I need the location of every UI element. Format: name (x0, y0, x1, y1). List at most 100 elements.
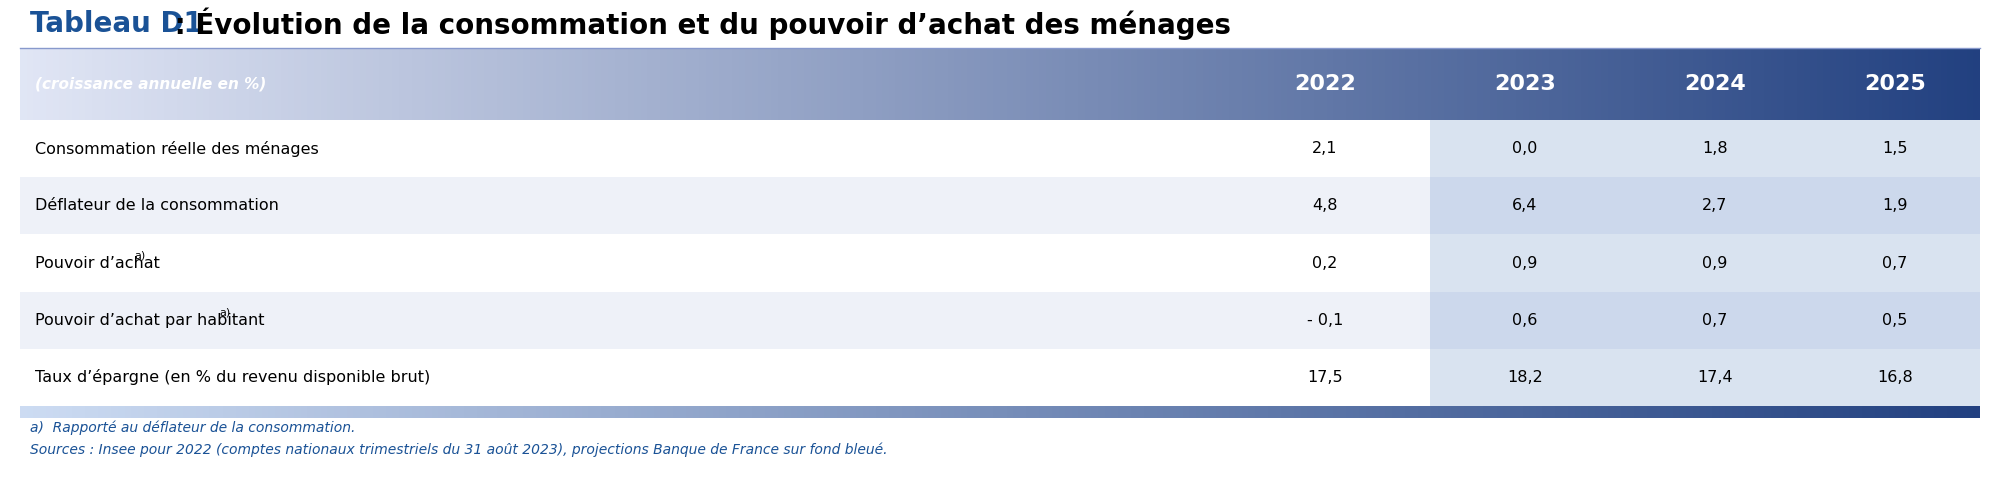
Bar (856, 48, 862, 120)
Bar (1046, 406, 1052, 418)
Text: 0,9: 0,9 (1512, 255, 1538, 270)
Bar (1868, 406, 1876, 418)
Bar (196, 406, 202, 418)
Bar (1450, 406, 1458, 418)
Bar (202, 48, 210, 120)
Bar (1862, 48, 1868, 120)
Bar (1372, 406, 1378, 418)
Bar (974, 406, 980, 418)
Text: 0,5: 0,5 (1882, 312, 1908, 328)
Bar (810, 406, 818, 418)
Bar (1922, 48, 1928, 120)
Bar (1574, 406, 1582, 418)
Bar (490, 48, 496, 120)
Bar (346, 406, 354, 418)
Bar (432, 406, 438, 418)
Bar (1072, 48, 1078, 120)
Bar (1476, 406, 1484, 418)
Bar (380, 406, 386, 418)
Bar (1360, 406, 1366, 418)
Bar (1418, 406, 1424, 418)
Bar (1352, 48, 1360, 120)
Bar (1112, 406, 1118, 418)
Bar (1046, 48, 1052, 120)
Bar (328, 406, 334, 418)
Bar (300, 48, 308, 120)
Bar (1810, 48, 1816, 120)
Bar (1896, 48, 1902, 120)
Bar (752, 48, 758, 120)
Bar (1352, 406, 1360, 418)
Bar (458, 406, 464, 418)
Bar (1444, 48, 1450, 120)
Bar (738, 406, 746, 418)
Bar (850, 48, 856, 120)
Bar (568, 406, 576, 418)
Bar (1084, 48, 1092, 120)
Bar (1562, 406, 1568, 418)
Bar (132, 48, 138, 120)
Bar (916, 48, 922, 120)
Bar (1510, 406, 1516, 418)
Bar (556, 48, 562, 120)
Bar (1262, 48, 1268, 120)
Bar (1804, 48, 1810, 120)
Bar (576, 48, 582, 120)
Bar (104, 406, 112, 418)
Bar (1922, 406, 1928, 418)
Bar (810, 48, 818, 120)
Bar (112, 406, 118, 418)
Bar (916, 406, 922, 418)
Bar (1182, 406, 1190, 418)
Bar (438, 406, 444, 418)
Bar (1634, 48, 1640, 120)
Bar (138, 48, 144, 120)
Bar (764, 48, 772, 120)
Text: Pouvoir d’achat par habitant: Pouvoir d’achat par habitant (36, 312, 264, 328)
Bar (1726, 48, 1732, 120)
Bar (1014, 406, 1020, 418)
Bar (1842, 48, 1850, 120)
Bar (1458, 48, 1464, 120)
Bar (1346, 406, 1352, 418)
Bar (484, 48, 490, 120)
Bar (666, 48, 674, 120)
Bar (1320, 406, 1326, 418)
Bar (830, 406, 836, 418)
Bar (1588, 48, 1594, 120)
Bar (1084, 406, 1092, 418)
Bar (1490, 406, 1496, 418)
Bar (1392, 406, 1398, 418)
Bar (882, 48, 888, 120)
Bar (1412, 406, 1418, 418)
Bar (1124, 48, 1130, 120)
Bar (1006, 48, 1014, 120)
Bar (934, 406, 942, 418)
Bar (1862, 406, 1868, 418)
Bar (230, 406, 236, 418)
Bar (20, 48, 26, 120)
Bar (398, 406, 406, 418)
Bar (1280, 48, 1288, 120)
Bar (1222, 406, 1228, 418)
Bar (1654, 406, 1660, 418)
Bar (20, 406, 26, 418)
Bar (562, 406, 568, 418)
Bar (1314, 406, 1320, 418)
Bar (1032, 48, 1040, 120)
Bar (948, 406, 954, 418)
Bar (960, 406, 968, 418)
Bar (248, 48, 256, 120)
Bar (1308, 48, 1314, 120)
Bar (1228, 406, 1236, 418)
Bar (824, 48, 830, 120)
Bar (1496, 406, 1504, 418)
Bar (1876, 48, 1882, 120)
Bar (1052, 406, 1058, 418)
Bar (464, 48, 470, 120)
Bar (1568, 48, 1574, 120)
Bar (1824, 406, 1830, 418)
Bar (928, 48, 934, 120)
Bar (1268, 406, 1274, 418)
Bar (1254, 406, 1262, 418)
